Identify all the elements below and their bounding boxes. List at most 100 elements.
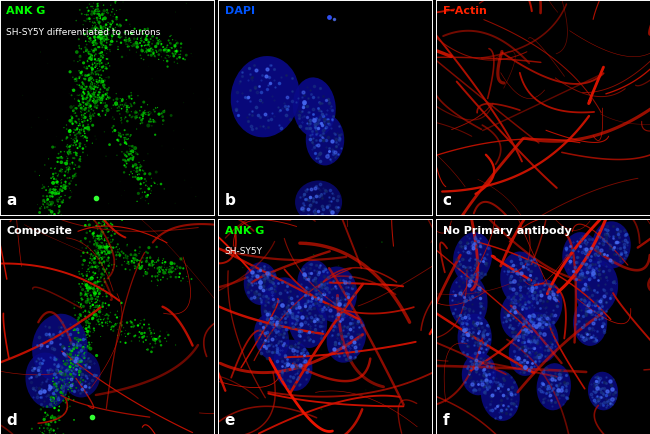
Point (156, 266, 166, 273)
Point (155, 31, 165, 38)
Point (84, 325, 95, 332)
Point (67, 381, 77, 388)
Point (65, 384, 75, 391)
Point (153, 40, 164, 47)
Point (126, 101, 136, 108)
Point (160, 335, 170, 342)
Point (130, 316, 140, 323)
Point (102, 243, 112, 250)
Point (88, 315, 98, 322)
Point (78, 80, 88, 87)
Point (138, 46, 148, 53)
Point (47, 396, 58, 403)
Point (65, 166, 75, 173)
Ellipse shape (588, 372, 618, 410)
Point (122, 255, 133, 262)
Point (53, 158, 63, 165)
Point (79, 349, 90, 356)
Point (18, 92, 28, 99)
Point (94, 259, 105, 266)
Point (131, 263, 141, 270)
Point (77, 114, 87, 121)
Point (72, 366, 83, 373)
Point (84, 308, 94, 315)
Point (101, 32, 111, 39)
Text: ANK G: ANK G (6, 7, 46, 16)
Point (90, 59, 100, 66)
Point (65, 347, 75, 354)
Point (301, 238, 311, 245)
Point (105, 38, 116, 45)
Point (90, 263, 100, 270)
Point (95, 57, 105, 64)
Point (153, 37, 164, 44)
Point (99, 243, 109, 250)
Point (75, 356, 86, 363)
Ellipse shape (274, 340, 313, 391)
Point (68, 373, 78, 380)
Point (84, 300, 95, 307)
Point (32, 216, 42, 223)
Point (132, 163, 142, 170)
Point (46, 401, 57, 408)
Point (129, 41, 139, 48)
Point (137, 167, 148, 174)
Point (94, 61, 105, 68)
Point (85, 255, 96, 262)
Point (72, 150, 82, 157)
Point (94, 276, 105, 283)
Point (109, 11, 120, 18)
Point (139, 49, 150, 56)
Point (333, 262, 344, 269)
Point (92, 79, 103, 86)
Point (79, 331, 89, 338)
Point (94, 8, 105, 15)
Point (82, 16, 92, 23)
Point (57, 392, 68, 399)
Point (55, 186, 66, 193)
Point (75, 101, 86, 108)
Point (140, 197, 151, 204)
Point (75, 52, 85, 59)
Point (125, 145, 135, 152)
Point (83, 127, 94, 134)
Point (90, 278, 101, 285)
Point (137, 48, 148, 55)
Point (117, 319, 127, 326)
Point (127, 155, 137, 162)
Point (70, 118, 81, 125)
Point (76, 91, 86, 98)
Point (86, 52, 97, 59)
Point (103, 35, 113, 42)
Point (82, 63, 92, 70)
Point (58, 344, 68, 351)
Point (95, 57, 105, 64)
Point (96, 235, 107, 242)
Point (72, 145, 83, 151)
Point (151, 259, 162, 266)
Point (84, 111, 95, 118)
Point (129, 333, 140, 340)
Point (93, 271, 103, 278)
Point (120, 327, 131, 334)
Point (70, 105, 80, 112)
Point (83, 330, 93, 337)
Point (66, 113, 77, 120)
Point (94, 111, 104, 118)
Point (128, 323, 138, 330)
Point (153, 265, 163, 272)
Point (42, 60, 53, 67)
Point (137, 264, 148, 271)
Point (92, 63, 102, 70)
Point (62, 134, 72, 141)
Point (111, 24, 121, 31)
Point (120, 330, 130, 337)
Point (101, 290, 112, 297)
Point (144, 118, 154, 125)
Point (54, 207, 64, 214)
Point (73, 122, 84, 129)
Point (74, 118, 85, 125)
Point (79, 30, 90, 37)
Point (54, 403, 64, 410)
Point (91, 299, 101, 306)
